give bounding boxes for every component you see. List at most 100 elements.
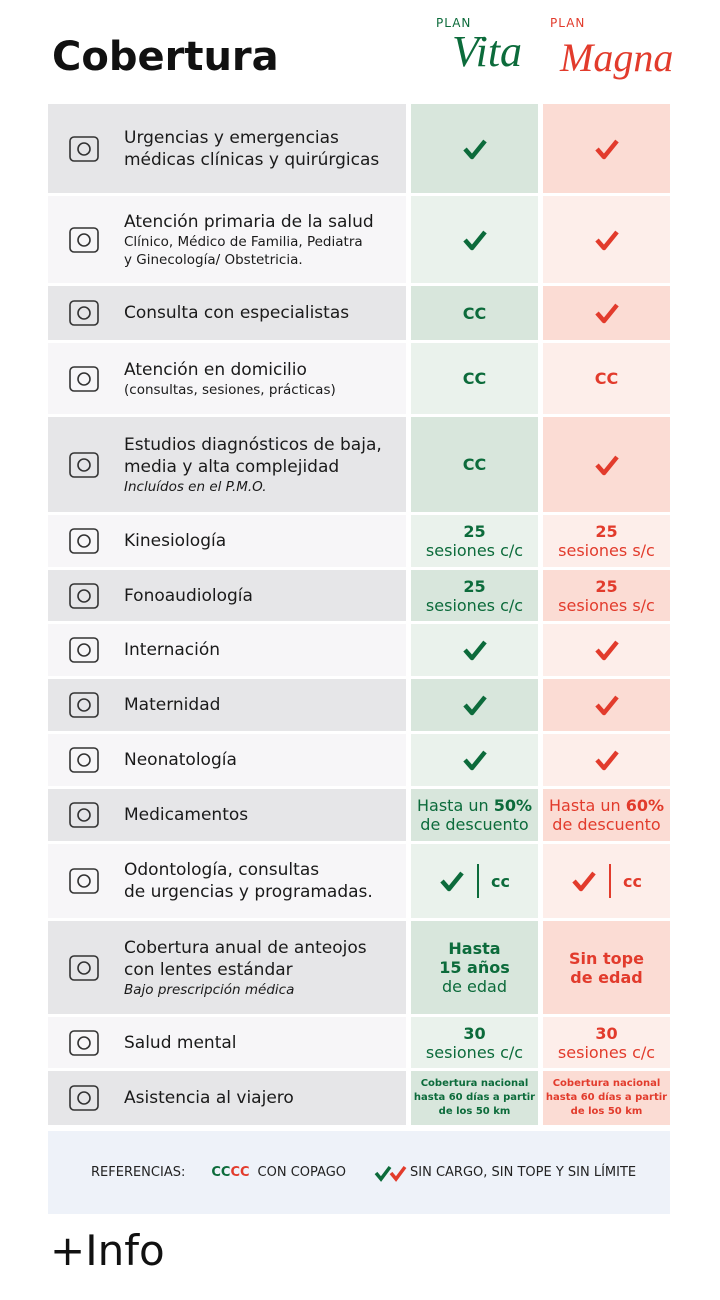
row-icon [69,1085,99,1111]
row-title: Kinesiología [124,531,227,551]
cell-text: CC [595,369,618,388]
check-icon [462,695,487,716]
row-label-cell: Atención en domicilio (consultas, sesione… [48,343,406,414]
cell-text-part: CC [462,369,487,388]
cell-text: 25 sesiones c/c [426,522,523,560]
row-icon [69,747,99,773]
plan-cell [543,196,670,283]
row-icon [69,451,99,478]
check-icon [594,303,619,324]
plan-cell: Hasta un 60% de descuento [543,789,670,841]
check-icon [594,750,619,771]
row-title: Atención primaria de la salud [124,211,374,232]
row-label-cell: Maternidad [48,679,406,731]
plan-cell: 25 sesiones c/c [411,515,538,567]
cell-line: de descuento [549,815,664,834]
row-text: Medicamentos [124,789,248,841]
cell-text: Hasta un 50% de descuento [417,796,532,834]
check-icon [594,139,619,159]
cell-line: de edad [569,968,644,987]
row-label-cell: Internación [48,624,406,676]
plan-cell: cc [543,844,670,918]
cell-line: 15 años [439,958,510,977]
check-icon [572,871,596,892]
plan-label: PLAN [550,16,586,30]
cell-line: Cobertura nacional [546,1077,667,1091]
cell-line: CC [595,369,618,388]
plan-cell [411,679,538,731]
row-label-cell: Urgencias y emergencias médicas clínicas … [48,104,406,193]
plan-cell: CC [543,343,670,414]
cell-text-part: 15 años [439,958,510,977]
row-text: Salud mental [124,1017,237,1068]
row-icon [69,226,99,253]
check-icon [594,230,619,250]
cell-line: de descuento [417,815,532,834]
check-icon [462,640,487,661]
cell-text-part: 60% [625,796,664,815]
cell-text: 30 sesiones c/c [558,1024,655,1062]
divider [477,864,480,898]
info-link[interactable]: +Info [50,1226,165,1275]
cell-line: de los 50 km [546,1105,667,1119]
cell-text: Hasta un 60% de descuento [549,796,664,834]
row-text: Consulta con especialistas [124,286,349,340]
row-note: Incluídos en el P.M.O. [124,478,267,495]
check-icons [374,1165,407,1182]
row-label-cell: Estudios diagnósticos de baja, media y al… [48,417,406,512]
cell-text-part: sesiones c/c [557,1042,656,1062]
cc-symbol: CC [211,1165,231,1180]
plan-cell [543,624,670,676]
cell-text: 25 sesiones s/c [558,522,655,560]
row-text: Estudios diagnósticos de baja, media y al… [124,417,382,512]
row-title: de urgencias y programadas. [124,882,373,902]
cell-line: de edad [439,977,510,996]
plan-cell [411,196,538,283]
cell-text-part: Hasta [448,939,501,958]
plan-cell: 25 sesiones s/c [543,570,670,621]
cell-line: Cobertura nacional [414,1077,535,1091]
cell-line: 25 [558,577,655,596]
cell-text-part: cc [623,871,642,891]
row-subtitle: Clínico, Médico de Familia, Pediatra [124,233,363,250]
cell-text-part: sesiones s/c [558,541,655,560]
cell-text-part: de los 50 km [438,1106,511,1117]
plan-cell: Hasta un 50% de descuento [411,789,538,841]
cell-line: Hasta un 50% [417,796,532,815]
cell-line: CC [463,455,486,474]
row-title: Asistencia al viajero [124,1088,294,1108]
page-title: Cobertura [52,34,279,80]
row-text: Maternidad [124,679,220,731]
row-subtitle: y Ginecología/ Obstetricia. [124,251,303,268]
row-text: Neonatología [124,734,237,786]
row-title: Internación [124,640,221,660]
plan-cell: Cobertura nacional hasta 60 días a partir… [411,1071,538,1125]
row-note: Bajo prescripción médica [124,981,295,998]
row-title: Urgencias y emergencias [124,127,339,148]
plan-cell [411,734,538,786]
plan-cell: 30 sesiones c/c [411,1017,538,1068]
cell-text: Cobertura nacional hasta 60 días a partir… [414,1077,535,1119]
cell-text-part: CC [462,455,487,474]
references-label: REFERENCIAS: [91,1165,186,1180]
row-title: médicas clínicas y quirúrgicas [124,149,380,170]
plan-cell: Hasta 15 años de edad [411,921,538,1014]
cell-line: sesiones s/c [558,596,655,615]
check-icon [440,871,464,892]
cell-text-part: sesiones c/c [425,541,524,560]
cell-text-part: 25 [595,522,618,541]
check-icon [594,640,619,661]
references-text: CON COPAGO [257,1165,347,1180]
row-text: Urgencias y emergencias médicas clínicas … [124,104,379,193]
plan-cell [543,734,670,786]
cell-text-part: CC [594,369,619,388]
row-label-cell: Atención primaria de la salud Clínico, Mé… [48,196,406,283]
plan-cell: 25 sesiones s/c [543,515,670,567]
check-icon [462,750,487,771]
cell-text-part: 30 [463,1023,486,1043]
cell-line: CC [463,369,486,388]
row-title: Salud mental [124,1032,237,1053]
row-text: Fonoaudiología [124,570,253,621]
cell-text-part: sesiones s/c [558,595,655,615]
row-text: Internación [124,624,220,676]
